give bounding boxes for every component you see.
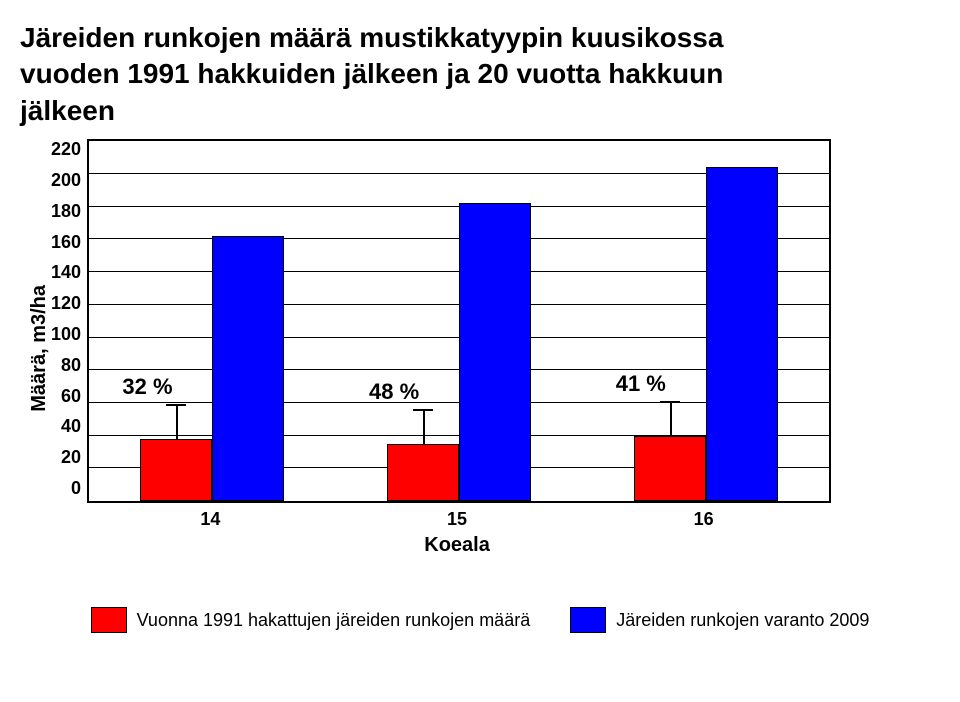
bar-blue [459,203,531,501]
error-bar [670,403,672,436]
y-tick: 120 [51,293,81,314]
bar-red [634,436,706,501]
legend: Vuonna 1991 hakattujen järeiden runkojen… [20,607,940,633]
y-tick: 100 [51,324,81,345]
title-line-1: Järeiden runkojen määrä mustikkatyypin k… [20,22,723,53]
y-tick: 220 [51,139,81,160]
legend-swatch-blue [570,607,606,633]
y-tick: 0 [71,478,81,499]
y-tick: 60 [61,386,81,407]
y-tick: 160 [51,232,81,253]
y-tick: 40 [61,416,81,437]
bar-red [387,444,459,501]
percent-label: 48 % [369,379,419,405]
bar-blue [212,236,284,501]
error-cap [660,401,680,403]
y-tick: 20 [61,447,81,468]
y-tick: 80 [61,355,81,376]
x-tick: 14 [87,509,334,530]
percent-label: 41 % [616,371,666,397]
bar-red [140,439,212,501]
error-bar [176,406,178,439]
legend-item-1: Vuonna 1991 hakattujen järeiden runkojen… [91,607,531,633]
chart-title: Järeiden runkojen määrä mustikkatyypin k… [20,20,940,129]
title-line-2: vuoden 1991 hakkuiden jälkeen ja 20 vuot… [20,58,723,89]
x-axis-label: Koeala [87,534,827,557]
legend-swatch-red [91,607,127,633]
legend-item-2: Järeiden runkojen varanto 2009 [570,607,869,633]
error-bar [423,411,425,444]
x-tick: 15 [334,509,581,530]
y-tick: 140 [51,262,81,283]
y-axis-label: Määrä, m3/ha [20,285,51,412]
error-cap [166,404,186,406]
plot-region: 32 % 48 % 41 % [87,139,831,503]
y-tick: 200 [51,170,81,191]
y-axis-ticks: 220200180160140120100806040200 [51,139,87,499]
x-axis-ticks: 141516 [87,509,827,530]
legend-label-2: Järeiden runkojen varanto 2009 [616,610,869,631]
bar-blue [706,167,778,501]
x-tick: 16 [580,509,827,530]
legend-label-1: Vuonna 1991 hakattujen järeiden runkojen… [137,610,531,631]
title-line-3: jälkeen [20,95,115,126]
error-cap [413,409,433,411]
chart-area: Määrä, m3/ha 220200180160140120100806040… [20,139,940,557]
y-tick: 180 [51,201,81,222]
percent-label: 32 % [122,374,172,400]
